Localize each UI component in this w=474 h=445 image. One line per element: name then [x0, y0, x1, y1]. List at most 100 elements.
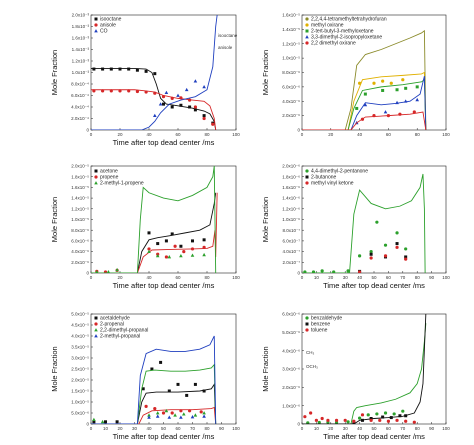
x-tick-label: 100 — [442, 426, 450, 431]
data-point — [162, 102, 165, 106]
y-tick-label: 2.0x10⁻⁴ — [71, 116, 89, 121]
y-tick-label: 4.0x10⁻⁵ — [71, 334, 89, 339]
data-point — [182, 412, 186, 416]
data-point — [155, 414, 160, 418]
data-point — [358, 81, 362, 85]
data-point — [100, 419, 105, 424]
legend-label: methyl vinyl ketone — [311, 181, 354, 187]
data-point — [306, 421, 310, 424]
plot-area — [91, 335, 217, 424]
data-point — [369, 250, 373, 254]
legend-label: methyl oxirane — [311, 23, 344, 29]
y-tick-label: 1.8x10⁻³ — [72, 24, 90, 29]
x-tick-label: 100 — [442, 132, 450, 137]
y-tick-label: 4.0x10⁻⁶ — [282, 99, 300, 104]
legend-label: 2-tert-butyl-3-methyloxetane — [311, 29, 374, 35]
data-point — [104, 420, 107, 424]
y-axis-label: Mole Fraction — [50, 197, 59, 242]
y-tick-label: 1.0x10⁻⁵ — [282, 56, 300, 61]
chart-panel-2: 0 20 40 60 80 100 0 2.0x10⁻⁶ 4.0x10⁻⁶ 6.0x10⁻⁶ 8.0… — [261, 13, 450, 137]
y-axis-label: Mole Fraction — [50, 50, 59, 95]
x-tick-label: 30 — [343, 275, 349, 280]
data-point — [202, 116, 206, 121]
legend-marker — [305, 23, 309, 27]
molecule-label: isooctane — [218, 33, 238, 38]
data-point — [202, 245, 206, 249]
legend-marker — [305, 17, 309, 21]
x-tick-label: 90 — [429, 426, 435, 431]
legend-marker — [94, 17, 98, 21]
y-tick-label: 8.0x10⁻⁴ — [71, 82, 89, 87]
model-curve-2 — [302, 71, 427, 130]
data-point — [101, 67, 105, 71]
data-point — [190, 253, 195, 257]
data-point — [147, 413, 151, 417]
data-point — [375, 220, 379, 224]
data-point — [95, 270, 99, 273]
y-tick-label: 6.0x10⁻⁶ — [282, 84, 300, 89]
data-point — [164, 408, 169, 413]
data-point — [412, 110, 416, 114]
data-point — [395, 100, 399, 105]
data-point — [158, 102, 163, 106]
x-tick-label: 80 — [204, 275, 210, 280]
data-point — [383, 411, 388, 415]
model-curve-5 — [302, 111, 427, 130]
data-point — [358, 416, 362, 420]
legend-label: acetaldehyde — [100, 316, 130, 322]
x-tick-label: 80 — [204, 426, 210, 431]
data-point — [369, 417, 373, 420]
data-point — [161, 411, 166, 415]
data-point — [375, 412, 379, 416]
data-point — [92, 67, 96, 71]
data-point — [118, 67, 122, 71]
legend-marker — [305, 181, 309, 185]
x-tick-label: 40 — [146, 275, 152, 280]
x-tick-label: 50 — [161, 426, 167, 431]
y-axis-label: Mole Fraction — [261, 346, 270, 391]
y-tick-label: 3.0x10⁻⁶ — [282, 367, 300, 372]
legend-label: 3,3-dimethyl-2-isopropyloxetane — [311, 35, 382, 41]
x-tick-label: 90 — [219, 426, 225, 431]
data-point — [415, 85, 419, 89]
x-tick-label: 20 — [117, 426, 123, 431]
data-point — [106, 270, 111, 273]
x-tick-label: 100 — [232, 132, 240, 137]
data-point — [144, 69, 148, 73]
x-axis-label: Time after top dead center /ms — [113, 432, 215, 441]
y-tick-label: 2.5x10⁻⁵ — [71, 367, 89, 372]
data-point — [363, 92, 367, 96]
legend-marker — [94, 175, 98, 179]
data-point — [202, 114, 206, 118]
y-tick-label: 6.0x10⁻⁶ — [71, 239, 89, 244]
y-tick-label: 1.0x10⁻⁵ — [71, 400, 89, 405]
data-point — [363, 102, 368, 107]
legend-label: 2-methyl-propanal — [100, 334, 140, 340]
data-point — [127, 89, 131, 93]
y-tick-label: 1.2x10⁻³ — [72, 59, 90, 64]
data-point — [404, 86, 408, 90]
data-point — [355, 106, 359, 110]
y-tick-label: 2.0x10⁻⁶ — [282, 164, 300, 169]
x-tick-label: 10 — [314, 275, 320, 280]
data-point — [164, 90, 169, 95]
y-tick-label: 0 — [86, 128, 89, 133]
data-point — [395, 245, 399, 249]
legend-marker — [94, 23, 98, 27]
data-point — [92, 420, 96, 424]
y-tick-label: 3.5x10⁻⁵ — [71, 345, 89, 350]
data-point — [412, 420, 416, 424]
plot-area — [302, 29, 427, 130]
data-point — [188, 105, 192, 109]
data-point — [303, 415, 307, 419]
chart-panel-1: 0 20 40 60 80 100 0 2.0x10⁻⁴ 4.0x10⁻⁴ 6.0x10⁻⁴ 8.0… — [50, 13, 240, 147]
data-point — [170, 96, 174, 100]
data-point — [179, 96, 183, 100]
x-tick-label: 60 — [175, 132, 181, 137]
x-tick-label: 50 — [371, 275, 377, 280]
x-tick-label: 80 — [204, 132, 210, 137]
legend-label: 2,2 dimethyl oxirane — [311, 41, 356, 47]
data-point — [193, 79, 198, 83]
x-tick-label: 20 — [117, 275, 123, 280]
